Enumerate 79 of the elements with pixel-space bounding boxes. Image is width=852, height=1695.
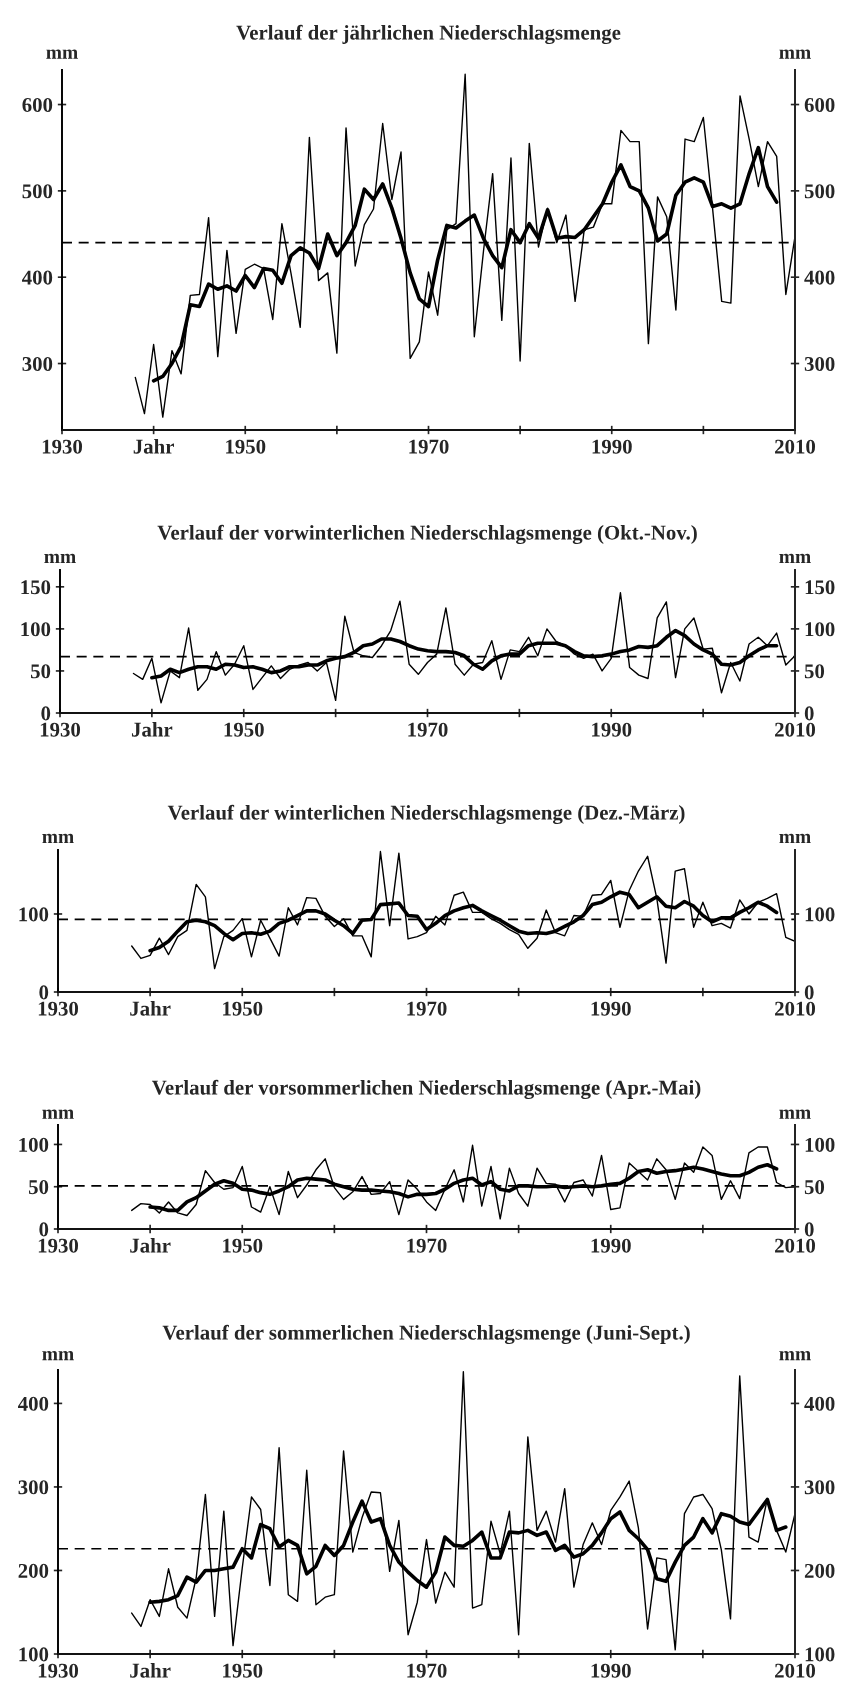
y2-axis-title: mm	[779, 49, 811, 59]
y-tick-label: 100	[19, 1137, 49, 1152]
y2-tick-label: 300	[804, 356, 835, 371]
x-tick-label: 1990	[591, 1001, 631, 1016]
y2-tick-label: 0	[804, 1222, 814, 1237]
x-tick-label: Jahr	[130, 1001, 171, 1016]
y-tick-label: 600	[22, 97, 53, 112]
y-axis-title: mm	[42, 1109, 74, 1119]
y2-tick-label: 150	[805, 580, 835, 595]
y-tick-label: 200	[18, 1563, 49, 1578]
y2-tick-label: 50	[804, 1180, 825, 1195]
y-axis-title: mm	[46, 49, 78, 59]
x-tick-label: 1990	[591, 1663, 631, 1678]
x-tick-label: 1970	[407, 1238, 447, 1253]
x-tick-label: 1990	[591, 1238, 631, 1253]
x-tick-label: 1950	[223, 1001, 263, 1016]
x-tick-label: 1950	[223, 1663, 263, 1678]
x-tick-label: 1970	[408, 722, 448, 737]
x-tick-label: 1930	[38, 1001, 79, 1016]
y2-tick-label: 100	[805, 1647, 835, 1662]
y-tick-label: 300	[22, 356, 53, 371]
y2-tick-label: 600	[804, 97, 835, 112]
y2-tick-label: 300	[804, 1480, 835, 1495]
x-tick-label: 2010	[775, 1663, 816, 1678]
x-tick-label: 1970	[407, 1663, 447, 1678]
y2-tick-label: 400	[804, 1396, 835, 1411]
y2-axis-title: mm	[779, 833, 811, 844]
y2-tick-label: 0	[804, 706, 814, 721]
y-tick-label: 0	[41, 706, 51, 721]
y-tick-label: 150	[21, 580, 51, 595]
y-tick-label: 100	[19, 1647, 49, 1662]
y2-tick-label: 100	[805, 1137, 835, 1152]
x-tick-label: 2010	[775, 1238, 816, 1253]
y-tick-label: 0	[39, 1222, 49, 1237]
x-tick-label: 1950	[223, 1238, 263, 1253]
x-tick-label: Jahr	[130, 1238, 171, 1253]
x-tick-label: 2010	[775, 1001, 816, 1016]
x-tick-label: Jahr	[133, 439, 175, 454]
y2-tick-label: 400	[804, 270, 835, 285]
x-tick-label: 1970	[407, 1001, 447, 1016]
x-tick-label: 1950	[226, 439, 266, 454]
y-axis-title: mm	[42, 833, 74, 844]
y2-tick-label: 0	[804, 985, 814, 1000]
x-tick-label: 1970	[409, 439, 449, 454]
y-axis-title: mm	[44, 553, 76, 563]
y2-axis-title: mm	[779, 553, 811, 563]
chart-title: Verlauf der winterlichen Niederschlagsmenge (Dez.-März)	[167, 804, 685, 825]
x-tick-label: 1930	[38, 1663, 79, 1678]
y-tick-label: 100	[19, 907, 49, 922]
y-tick-label: 100	[21, 622, 51, 637]
y2-tick-label: 100	[805, 907, 835, 922]
x-tick-label: Jahr	[130, 1663, 171, 1678]
y-tick-label: 400	[22, 270, 53, 285]
x-tick-label: 1930	[38, 1238, 79, 1253]
y-tick-label: 300	[18, 1480, 49, 1495]
x-tick-label: 2010	[775, 722, 816, 737]
y2-tick-label: 100	[805, 622, 835, 637]
x-tick-label: 2010	[775, 439, 816, 454]
chart-title: Verlauf der vorsommerlichen Niederschlagsmenge (Apr.-Mai)	[151, 1079, 701, 1100]
y2-axis-title: mm	[779, 1109, 811, 1119]
x-tick-label: 1990	[592, 722, 632, 737]
chart-title: Verlauf der sommerlichen Niederschlagsmenge (Juni-Sept.)	[162, 1324, 690, 1345]
chart-title: Verlauf der jährlichen Niederschlagsmenge	[236, 24, 621, 45]
x-tick-label: Jahr	[131, 722, 173, 737]
y-tick-label: 500	[22, 184, 53, 199]
x-tick-label: 1930	[42, 439, 83, 454]
y2-tick-label: 200	[804, 1563, 835, 1578]
y2-axis-title: mm	[779, 1351, 811, 1361]
y-axis-title: mm	[42, 1351, 74, 1361]
y-tick-label: 0	[39, 985, 49, 1000]
x-tick-label: 1990	[592, 439, 632, 454]
x-tick-label: 1950	[224, 722, 264, 737]
chart-title: Verlauf der vorwinterlichen Niederschlagsmenge (Okt.-Nov.)	[157, 524, 697, 545]
y2-tick-label: 50	[804, 664, 825, 679]
y-tick-label: 50	[28, 1180, 49, 1195]
y-tick-label: 50	[30, 664, 51, 679]
y-tick-label: 400	[18, 1396, 49, 1411]
y2-tick-label: 500	[804, 184, 835, 199]
x-tick-label: 1930	[40, 722, 81, 737]
